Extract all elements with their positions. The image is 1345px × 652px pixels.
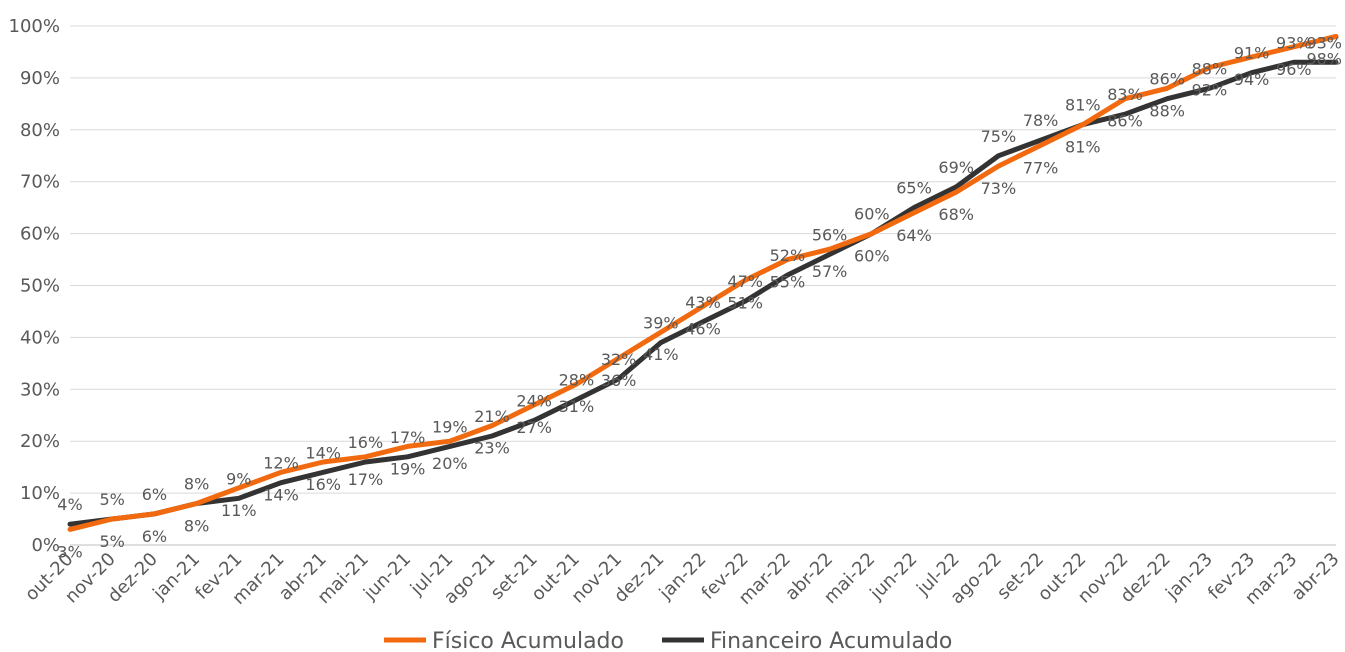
data-label-series-1: 5% — [100, 490, 125, 509]
data-label-series-1: 88% — [1192, 59, 1228, 78]
data-label-series-1: 93% — [1306, 33, 1342, 52]
y-tick-label: 50% — [20, 276, 60, 297]
data-label-series-1: 75% — [981, 127, 1017, 146]
data-label-series-0: 68% — [938, 205, 974, 224]
data-label-series-1: 17% — [390, 428, 426, 447]
series-lines — [67, 33, 1339, 532]
data-label-series-0: 16% — [305, 475, 341, 494]
data-label-series-0: 51% — [727, 293, 763, 312]
data-label-series-0: 64% — [896, 226, 932, 245]
data-label-series-1: 78% — [1023, 111, 1059, 130]
y-tick-label: 10% — [20, 483, 60, 504]
data-label-series-1: 86% — [1149, 70, 1185, 89]
y-tick-label: 70% — [20, 172, 60, 193]
data-label-series-1: 91% — [1234, 44, 1270, 63]
gridlines — [70, 25, 1336, 546]
data-label-series-1: 8% — [184, 474, 209, 493]
y-tick-label: 30% — [20, 379, 60, 400]
x-tick-label: jan-22 — [655, 549, 711, 605]
data-label-series-0: 11% — [221, 501, 257, 520]
data-label-series-0: 55% — [770, 273, 806, 292]
data-label-series-0: 41% — [643, 345, 679, 364]
data-label-series-0: 14% — [263, 485, 299, 504]
data-label-series-0: 60% — [854, 247, 890, 266]
data-label-series-1: 28% — [559, 371, 595, 390]
data-label-series-0: 94% — [1234, 70, 1270, 89]
data-label-series-1: 14% — [305, 443, 341, 462]
data-label-series-1: 43% — [685, 293, 721, 312]
series-line-0 — [67, 33, 1339, 532]
data-label-series-1: 60% — [854, 205, 890, 224]
data-labels: 3% 5% 6% 8% 11% 14% 16% 17% 19% 20% 23% 27% 31% 36% 41… — [57, 33, 1342, 561]
data-label-series-0: 86% — [1107, 112, 1143, 131]
data-label-series-0: 77% — [1023, 158, 1059, 177]
legend-label-financeiro: Financeiro Acumulado — [710, 629, 952, 652]
data-label-series-0: 19% — [390, 459, 426, 478]
data-label-series-1: 52% — [770, 246, 806, 265]
x-tick-label: jun-21 — [359, 549, 415, 605]
data-label-series-1: 47% — [727, 272, 763, 291]
y-tick-label: 90% — [20, 68, 60, 89]
data-label-series-0: 92% — [1192, 81, 1228, 100]
y-tick-label: 60% — [20, 224, 60, 245]
data-label-series-1: 39% — [643, 314, 679, 333]
data-label-series-1: 24% — [516, 391, 552, 410]
data-label-series-1: 65% — [896, 179, 932, 198]
x-axis-ticks: out-20nov-20dez-20jan-21fev-21mar-21abr-… — [21, 549, 1343, 609]
data-label-series-0: 23% — [474, 439, 510, 458]
y-axis-ticks: 0% 10% 20% 30% 40% 50% 60% 70% 80% 90% 100% — [9, 16, 60, 556]
y-tick-label: 0% — [31, 535, 60, 556]
data-label-series-1: 12% — [263, 454, 299, 473]
data-label-series-0: 8% — [184, 516, 209, 535]
data-label-series-0: 31% — [559, 397, 595, 416]
y-tick-label: 100% — [9, 16, 60, 37]
legend: Físico Acumulado Financeiro Acumulado — [384, 629, 952, 652]
data-label-series-0: 17% — [348, 470, 384, 489]
data-label-series-1: 6% — [142, 485, 167, 504]
data-label-series-1: 69% — [938, 158, 974, 177]
data-label-series-1: 9% — [226, 469, 251, 488]
data-label-series-0: 88% — [1149, 101, 1185, 120]
y-tick-label: 20% — [20, 431, 60, 452]
y-tick-label: 80% — [20, 120, 60, 141]
data-label-series-0: 3% — [57, 542, 82, 561]
y-tick-label: 40% — [20, 327, 60, 348]
data-label-series-0: 96% — [1276, 60, 1312, 79]
data-label-series-1: 19% — [432, 417, 468, 436]
legend-label-fisico: Físico Acumulado — [432, 629, 624, 652]
data-label-series-0: 20% — [432, 454, 468, 473]
series-line-1 — [67, 59, 1339, 527]
data-label-series-1: 93% — [1276, 33, 1312, 52]
x-tick-label: jan-21 — [148, 549, 204, 605]
data-label-series-1: 81% — [1065, 96, 1101, 115]
data-label-series-1: 21% — [474, 407, 510, 426]
data-label-series-0: 6% — [142, 527, 167, 546]
data-label-series-0: 73% — [981, 179, 1017, 198]
data-label-series-1: 16% — [348, 433, 384, 452]
data-label-series-0: 36% — [601, 371, 637, 390]
data-label-series-1: 83% — [1107, 85, 1143, 104]
data-label-series-0: 27% — [516, 418, 552, 437]
x-tick-label: jan-23 — [1161, 549, 1217, 605]
x-tick-label: jun-22 — [866, 549, 922, 605]
data-label-series-0: 5% — [100, 532, 125, 551]
data-label-series-1: 56% — [812, 225, 848, 244]
data-label-series-0: 46% — [685, 319, 721, 338]
data-label-series-0: 57% — [812, 262, 848, 281]
data-label-series-0: 81% — [1065, 138, 1101, 157]
data-label-series-1: 32% — [601, 350, 637, 369]
data-label-series-1: 4% — [57, 495, 82, 514]
data-label-series-0: 98% — [1306, 49, 1342, 68]
x-tick-label: abr-23 — [1288, 549, 1344, 605]
